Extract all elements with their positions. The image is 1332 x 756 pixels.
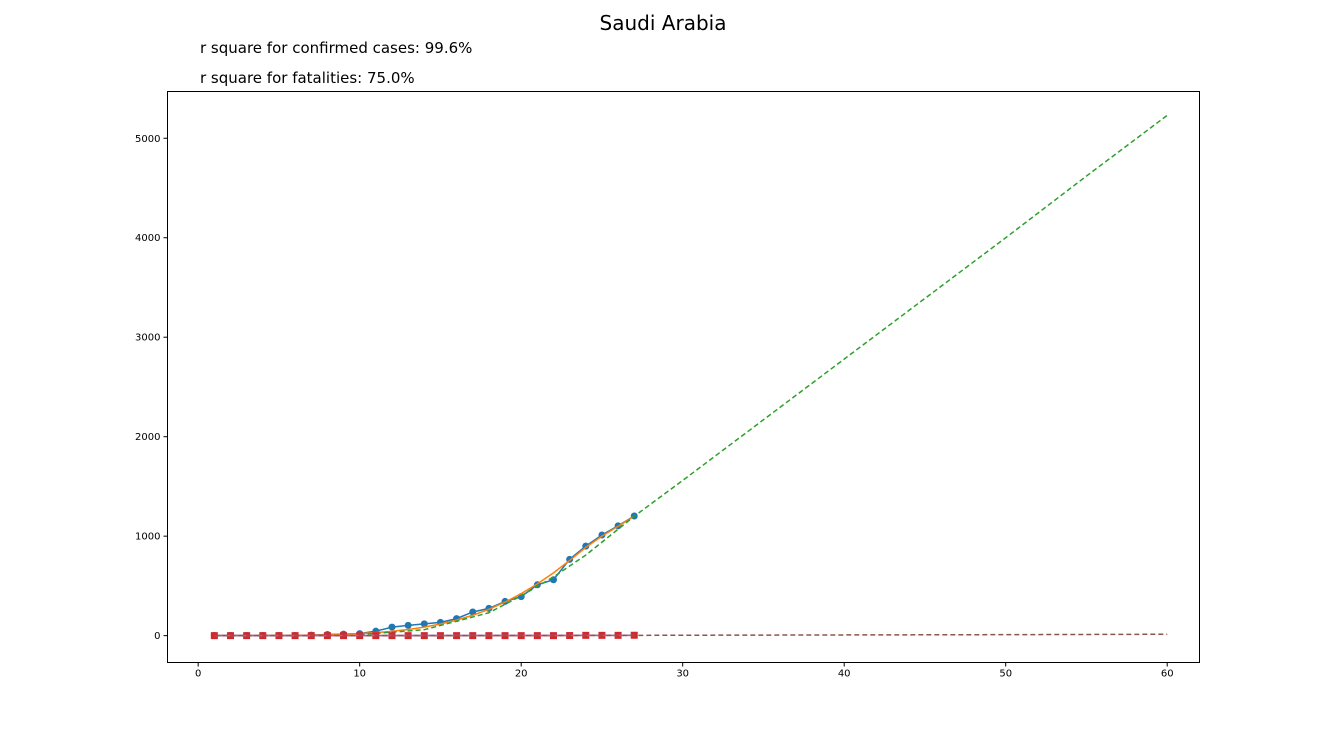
x-tick-label: 40: [838, 669, 851, 680]
x-tick-label: 0: [195, 669, 201, 680]
chart-title: Saudi Arabia: [600, 11, 727, 35]
x-tick-label: 10: [353, 669, 366, 680]
fitted-confirmed-line: [214, 515, 635, 637]
observed-fatalities-point: [210, 632, 218, 640]
series-layer: [210, 114, 1168, 640]
observed-confirmed-point: [420, 620, 428, 628]
observed-confirmed-point: [549, 576, 557, 584]
observed-confirmed-point: [404, 621, 412, 629]
observed-confirmed-point: [388, 623, 396, 631]
projected-fatalities-line: [214, 633, 1168, 637]
y-tick-label: 0: [154, 631, 160, 642]
observed-confirmed-point: [469, 608, 477, 616]
y-tick-label: 1000: [135, 532, 160, 543]
plot-area-frame: [167, 91, 1200, 663]
y-axis: 0 1000 2000 3000 4000 5000: [135, 134, 168, 642]
x-tick-label: 50: [999, 669, 1012, 680]
x-tick-label: 30: [676, 669, 689, 680]
x-tick-label: 20: [515, 669, 528, 680]
observed-confirmed-line: [214, 515, 635, 637]
y-tick-label: 2000: [135, 432, 160, 443]
projected-confirmed-line: [359, 114, 1168, 636]
y-tick-label: 5000: [135, 134, 160, 145]
annotation-confirmed-r-square: r square for confirmed cases: 99.6%: [200, 39, 472, 57]
annotation-fatalities-r-square: r square for fatalities: 75.0%: [200, 69, 415, 87]
x-axis: 0 10 20 30 40 50 60: [195, 662, 1174, 680]
x-tick-label: 60: [1161, 669, 1174, 680]
y-tick-label: 4000: [135, 233, 160, 244]
y-tick-label: 3000: [135, 333, 160, 344]
